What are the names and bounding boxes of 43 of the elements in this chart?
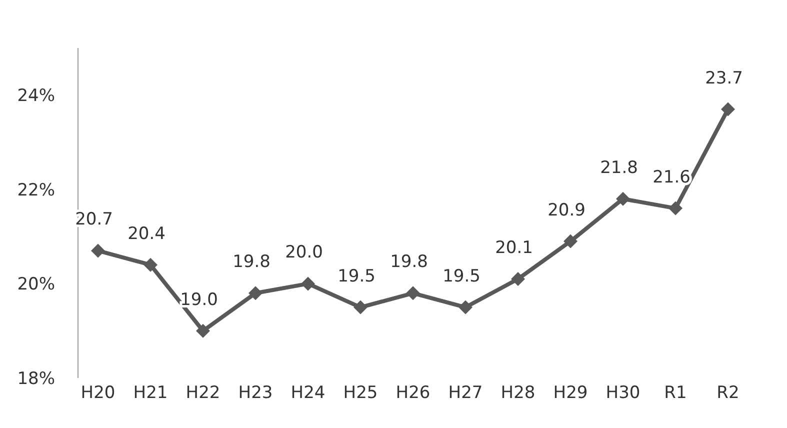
point bbox=[458, 300, 472, 314]
y-tick-label: 22% bbox=[17, 180, 55, 200]
data-label: 21.8 bbox=[600, 158, 638, 178]
point bbox=[564, 234, 578, 248]
point bbox=[511, 272, 525, 286]
y-tick-label: 18% bbox=[17, 369, 55, 390]
data-label: 20.1 bbox=[495, 238, 533, 258]
x-tick-label: H21 bbox=[133, 383, 168, 404]
x-tick-label: H27 bbox=[448, 383, 483, 404]
point bbox=[721, 102, 735, 116]
point bbox=[616, 192, 630, 206]
point bbox=[196, 324, 210, 338]
data-label: 19.0 bbox=[180, 290, 218, 310]
point bbox=[301, 276, 315, 291]
point bbox=[91, 244, 105, 258]
x-tick-label: H30 bbox=[606, 383, 640, 404]
data-label: 21.6 bbox=[652, 167, 690, 188]
y-tick-label: 20% bbox=[17, 274, 55, 295]
point bbox=[668, 201, 682, 216]
x-tick-label: H26 bbox=[396, 383, 430, 404]
x-tick-label: H22 bbox=[186, 383, 220, 404]
data-label: 19.5 bbox=[338, 266, 376, 286]
y-tick-label: 24% bbox=[17, 86, 55, 106]
data-label: 20.7 bbox=[75, 210, 113, 230]
point bbox=[354, 300, 368, 314]
data-label: 19.5 bbox=[442, 266, 480, 286]
data-label: 20.0 bbox=[285, 242, 323, 263]
point bbox=[144, 258, 158, 272]
data-label: 23.7 bbox=[705, 68, 743, 88]
point bbox=[406, 286, 420, 300]
data-label: 19.8 bbox=[232, 252, 270, 272]
x-tick-label: R2 bbox=[716, 383, 740, 404]
x-tick-label: H25 bbox=[343, 383, 378, 404]
x-tick-label: H20 bbox=[80, 383, 116, 404]
data-label: 20.4 bbox=[128, 224, 166, 244]
x-tick-label: R1 bbox=[664, 383, 687, 404]
x-tick-label: H28 bbox=[500, 383, 536, 404]
x-tick-label: H29 bbox=[553, 383, 588, 404]
x-tick-label: H23 bbox=[238, 383, 273, 404]
point bbox=[248, 286, 262, 300]
data-label: 20.9 bbox=[548, 200, 586, 220]
x-tick-label: H24 bbox=[290, 383, 326, 404]
data-label: 19.8 bbox=[390, 252, 428, 272]
